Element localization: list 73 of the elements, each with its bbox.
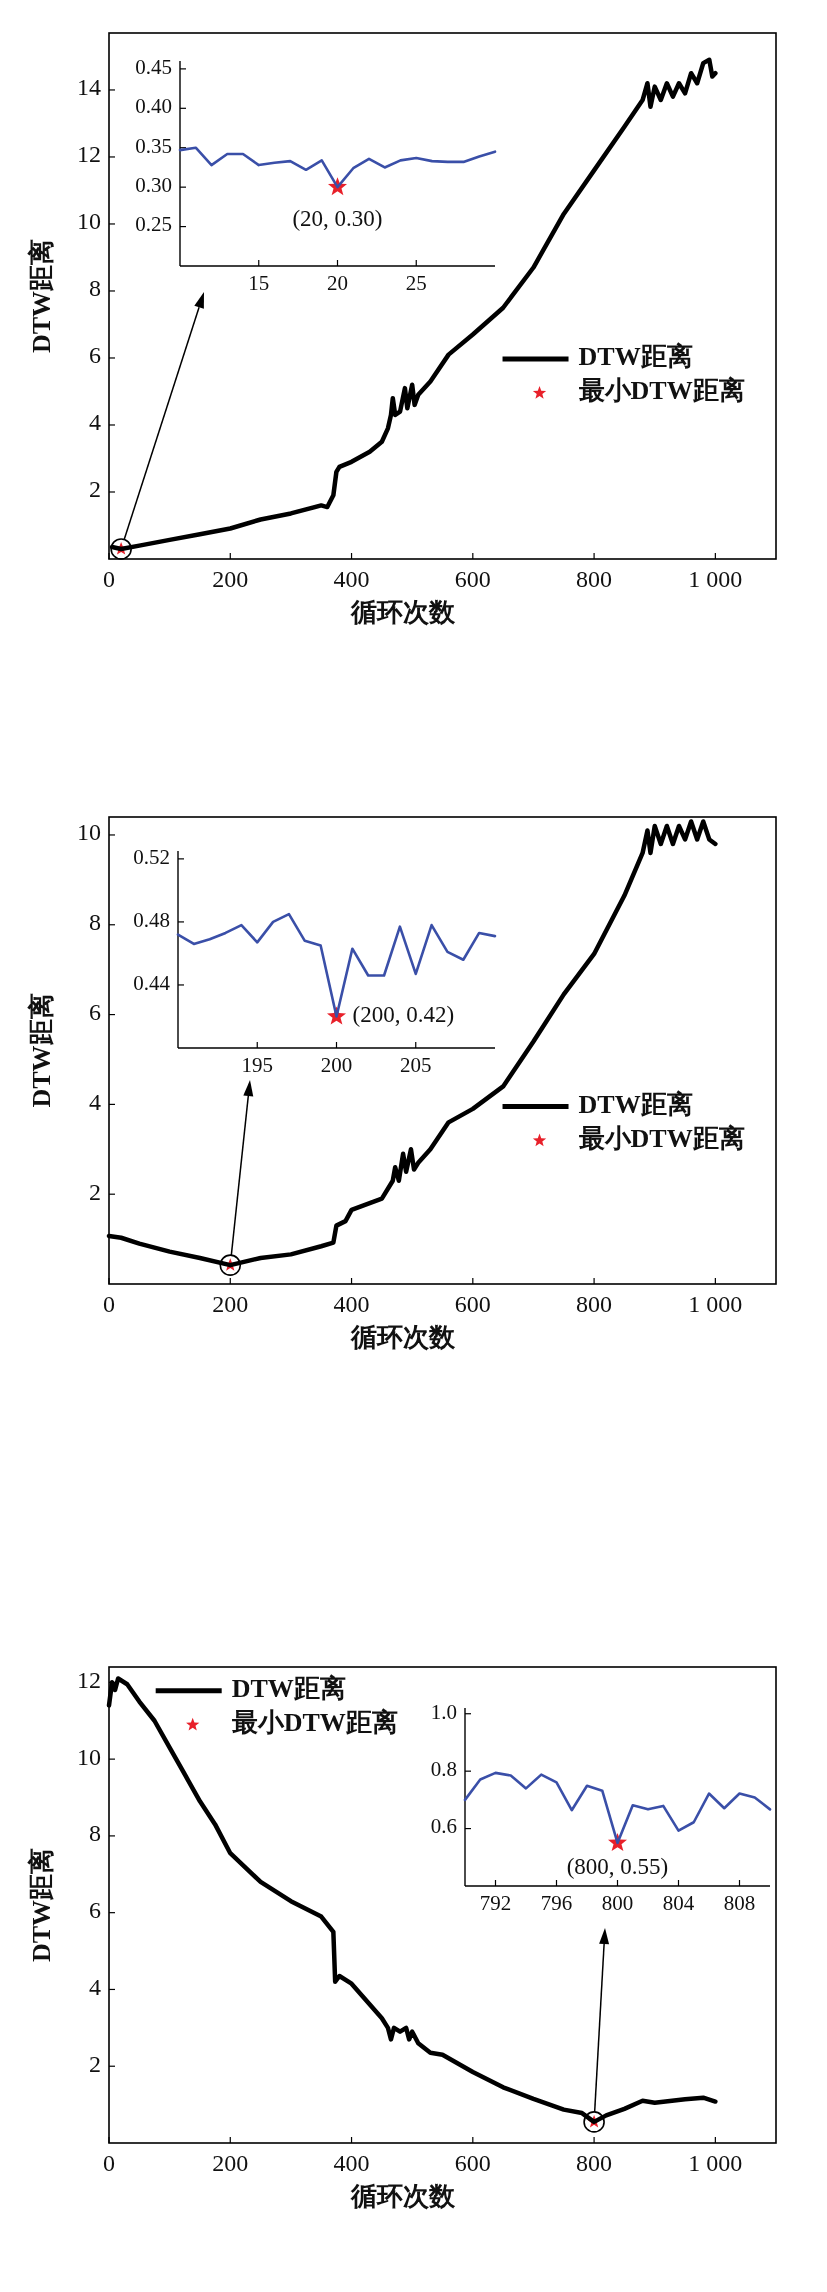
y-tick-label: 4 [89, 1973, 101, 2000]
y-tick-label: 12 [77, 1666, 101, 1693]
x-tick-label: 804 [662, 1890, 695, 1915]
x-tick-label: 796 [540, 1890, 573, 1915]
y-tick-label: 8 [89, 1820, 101, 1847]
x-tick-label: 0 [103, 1290, 115, 1317]
x-tick-label: 600 [454, 565, 491, 592]
legend-label: 最小DTW距离 [230, 1707, 398, 1737]
y-tick-label: 6 [89, 342, 101, 369]
legend-label: DTW距离 [231, 1673, 346, 1703]
x-tick-label: 0 [103, 565, 115, 592]
y-tick-label: 2 [89, 1178, 101, 1205]
y-tick-label: 10 [77, 208, 101, 235]
legend-label: 最小DTW距离 [577, 1123, 745, 1153]
x-tick-label: 792 [479, 1890, 512, 1915]
y-tick-label: 4 [89, 409, 101, 436]
y-tick-label: 0.30 [135, 172, 172, 197]
y-tick-label: 10 [77, 819, 101, 846]
x-tick-label: 1 000 [688, 2149, 743, 2176]
x-tick-label: 0 [103, 2149, 115, 2176]
x-tick-label: 15 [248, 270, 270, 295]
y-tick-label: 0.6 [430, 1814, 457, 1839]
y-tick-label: 8 [89, 275, 101, 302]
x-tick-label: 200 [212, 1290, 249, 1317]
x-tick-label: 200 [212, 2149, 249, 2176]
legend-label: DTW距离 [578, 1089, 693, 1119]
x-tick-label: 20 [327, 270, 348, 295]
x-tick-label: 200 [320, 1052, 353, 1077]
x-tick-label: 1 000 [688, 565, 743, 592]
y-tick-label: 8 [89, 909, 101, 936]
x-tick-label: 195 [241, 1052, 273, 1077]
y-tick-label: 0.48 [133, 907, 170, 932]
x-axis-title: 循环次数 [349, 1322, 456, 1352]
x-axis-title: 循环次数 [349, 597, 456, 627]
y-axis-title: DTW距离 [26, 238, 56, 354]
x-tick-label: 808 [723, 1890, 756, 1915]
x-tick-label: 800 [601, 1890, 634, 1915]
y-tick-label: 0.52 [133, 844, 170, 869]
y-tick-label: 0.35 [135, 133, 172, 158]
x-axis-title: 循环次数 [349, 2181, 456, 2211]
y-tick-label: 0.44 [133, 970, 171, 995]
annotation: (200, 0.42) [352, 1001, 455, 1027]
x-tick-label: 400 [333, 2149, 370, 2176]
x-tick-label: 800 [576, 565, 613, 592]
y-tick-label: 0.40 [135, 94, 172, 119]
x-tick-label: 205 [400, 1052, 432, 1077]
y-tick-label: 6 [89, 1897, 101, 1924]
y-tick-label: 0.25 [135, 212, 172, 237]
x-tick-label: 200 [212, 565, 249, 592]
x-tick-label: 25 [405, 270, 427, 295]
y-axis-title: DTW距离 [26, 1847, 56, 1963]
y-tick-label: 1.0 [430, 1699, 457, 1724]
y-tick-label: 6 [89, 999, 101, 1026]
x-tick-label: 600 [454, 2149, 491, 2176]
y-tick-label: 12 [77, 141, 101, 168]
y-axis-title: DTW距离 [26, 993, 56, 1108]
x-tick-label: 1 000 [688, 1290, 743, 1317]
y-tick-label: 2 [89, 476, 101, 503]
x-tick-label: 400 [333, 1290, 370, 1317]
y-tick-label: 2 [89, 2050, 101, 2077]
x-tick-label: 800 [576, 1290, 613, 1317]
x-tick-label: 400 [333, 565, 370, 592]
annotation: (800, 0.55) [566, 1854, 669, 1880]
y-tick-label: 14 [77, 74, 101, 101]
y-tick-label: 0.8 [430, 1756, 457, 1781]
x-tick-label: 800 [576, 2149, 613, 2176]
y-tick-label: 10 [77, 1743, 101, 1770]
annotation: (20, 0.30) [292, 206, 383, 232]
x-tick-label: 600 [454, 1290, 491, 1317]
legend-label: DTW距离 [578, 342, 693, 372]
y-tick-label: 4 [89, 1088, 101, 1115]
legend-label: 最小DTW距离 [577, 376, 745, 406]
y-tick-label: 0.45 [135, 54, 172, 79]
